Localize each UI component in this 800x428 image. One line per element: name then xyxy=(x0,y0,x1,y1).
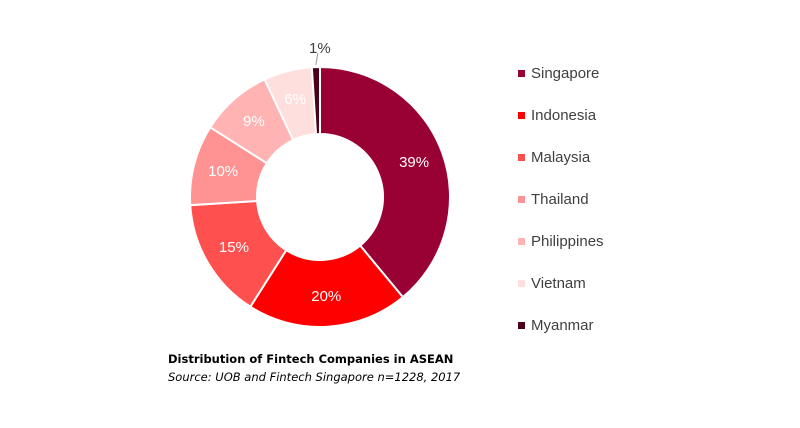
legend-swatch xyxy=(518,153,525,161)
legend-item-thailand: Thailand xyxy=(518,178,604,220)
legend-label: Philippines xyxy=(531,232,604,250)
legend-item-myanmar: Myanmar xyxy=(518,304,604,346)
legend-swatch xyxy=(518,237,525,245)
chart-caption-source: Source: UOB and Fintech Singapore n=1228… xyxy=(168,370,461,384)
chart-caption: Distribution of Fintech Companies in ASE… xyxy=(168,352,460,384)
data-label-vietnam: 6% xyxy=(284,91,306,108)
leader-line-myanmar xyxy=(315,52,319,66)
legend-swatch xyxy=(518,321,525,329)
legend-item-vietnam: Vietnam xyxy=(518,262,604,304)
legend-label: Thailand xyxy=(531,190,589,208)
legend-item-malaysia: Malaysia xyxy=(518,136,604,178)
data-label-malaysia: 15% xyxy=(219,239,249,256)
legend-label: Singapore xyxy=(531,64,600,82)
chart-caption-title: Distribution of Fintech Companies in ASE… xyxy=(168,352,454,366)
legend-item-indonesia: Indonesia xyxy=(518,94,604,136)
legend-label: Vietnam xyxy=(531,274,586,292)
data-label-singapore: 39% xyxy=(399,154,429,171)
data-label-thailand: 10% xyxy=(208,163,238,180)
slice-singapore xyxy=(319,65,451,299)
slice-indonesia xyxy=(248,244,405,328)
legend-swatch xyxy=(518,195,525,203)
slice-myanmar xyxy=(310,65,321,136)
legend-swatch xyxy=(518,69,525,77)
data-label-indonesia: 20% xyxy=(311,288,341,305)
legend-label: Indonesia xyxy=(531,106,597,124)
legend: Singapore Indonesia Malaysia Thailand Philip… xyxy=(518,52,604,346)
legend-swatch xyxy=(518,111,525,119)
legend-label: Malaysia xyxy=(531,148,591,166)
legend-item-singapore: Singapore xyxy=(518,52,604,94)
legend-swatch xyxy=(518,279,525,287)
data-label-myanmar: 1% xyxy=(309,40,331,57)
legend-label: Myanmar xyxy=(531,316,594,334)
legend-item-philippines: Philippines xyxy=(518,220,604,262)
data-label-philippines: 9% xyxy=(243,113,265,130)
